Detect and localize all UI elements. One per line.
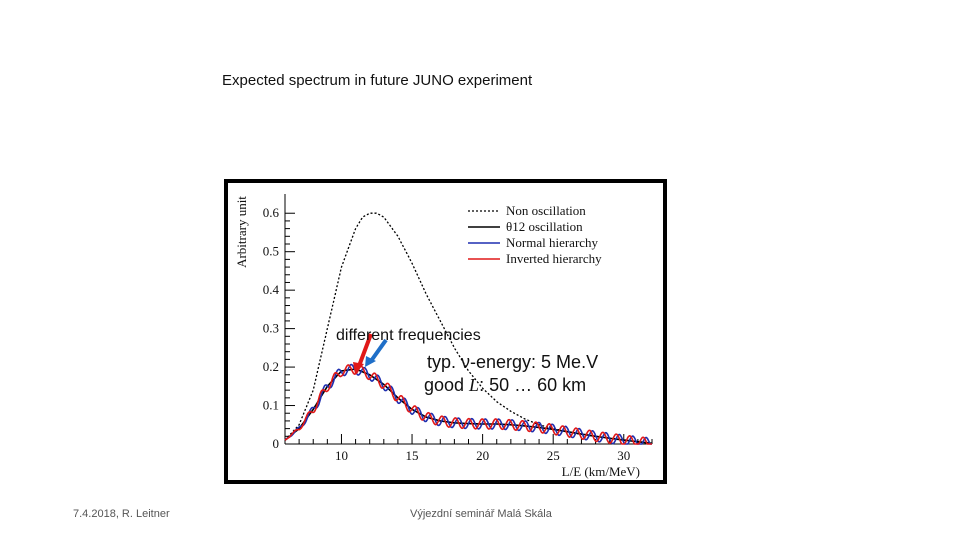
annotation-distance-symbol: L	[468, 375, 479, 395]
slide-title: Expected spectrum in future JUNO experim…	[222, 72, 533, 89]
y-axis-label: Arbitrary unit	[234, 196, 249, 268]
x-axis-label: L/E (km/MeV)	[562, 464, 640, 479]
series-line-inverted-hierarchy	[284, 364, 652, 445]
y-tick-label: 0.5	[263, 244, 279, 259]
y-tick-label: 0.4	[263, 282, 280, 297]
red-arrow-head	[353, 362, 364, 374]
x-tick-label: 15	[406, 448, 419, 463]
y-tick-label: 0	[273, 436, 280, 451]
y-tick-label: 0.6	[263, 205, 280, 220]
y-tick-label: 0.1	[263, 398, 279, 413]
blue-arrow	[369, 338, 388, 363]
x-tick-label: 30	[617, 448, 630, 463]
annotation-energy: typ. ν-energy: 5 Me.V	[427, 352, 598, 372]
legend-label: Inverted hierarchy	[506, 251, 602, 266]
annotation-frequencies: different frequencies	[336, 327, 481, 344]
axes-layer: 0 0.1 0.2 0.3 0.4 0.5 0.6 10 15 20 25 30	[263, 194, 653, 463]
legend-label: Non oscillation	[506, 203, 586, 218]
y-tick-label: 0.3	[263, 321, 279, 336]
annotation-distance-prefix: good	[424, 375, 469, 395]
x-tick-label: 20	[476, 448, 489, 463]
y-tick-label: 0.2	[263, 359, 279, 374]
footer-event: Výjezdní seminář Malá Skála	[410, 508, 552, 520]
legend-label: θ12 oscillation	[506, 219, 583, 234]
legend-label: Normal hierarchy	[506, 235, 599, 250]
blue-arrow-head	[365, 356, 376, 367]
series-layer	[284, 212, 653, 445]
footer-date-author: 7.4.2018, R. Leitner	[73, 508, 170, 520]
red-arrow	[357, 333, 373, 367]
x-tick-label: 10	[335, 448, 348, 463]
annotation-distance: good L: 50 … 60 km	[424, 375, 586, 395]
x-tick-label: 25	[547, 448, 560, 463]
annotation-distance-suffix: : 50 … 60 km	[479, 375, 586, 395]
